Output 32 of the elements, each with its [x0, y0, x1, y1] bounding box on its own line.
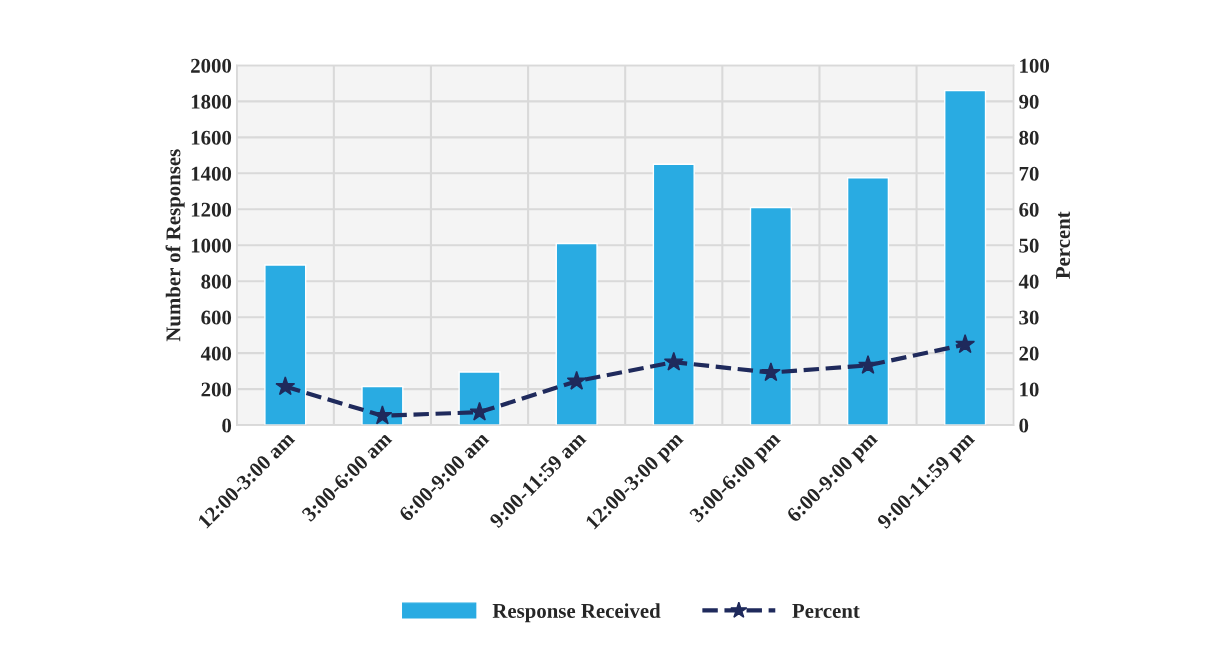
legend-label: Response Received — [492, 603, 661, 623]
y-tick-label: 1000 — [191, 238, 232, 253]
y-tick-label: 1200 — [191, 202, 232, 217]
y2-tick-label: 0 — [1019, 418, 1029, 433]
y2-tick-label: 100 — [1020, 58, 1050, 73]
point — [566, 370, 587, 390]
y2-tick-label: 90 — [1019, 94, 1039, 109]
y2-tick-label: 20 — [1019, 346, 1039, 361]
y-tick-label: 0 — [222, 418, 232, 433]
y2-tick-label: 40 — [1018, 274, 1039, 289]
y2-tick-label: 60 — [1019, 202, 1039, 217]
y2-tick-label: 30 — [1019, 310, 1039, 325]
y-tick-label: 2000 — [191, 58, 232, 73]
y-tick-label: 400 — [200, 346, 232, 361]
point — [955, 334, 976, 354]
point — [663, 351, 684, 371]
y-tick-label: 200 — [201, 382, 232, 397]
point — [858, 354, 878, 374]
y2-tick-label: 50 — [1019, 238, 1039, 253]
point — [760, 362, 781, 382]
y-tick-label: 800 — [201, 274, 232, 289]
y2-tick-label: 70 — [1019, 166, 1039, 181]
y-tick-label: 1800 — [191, 94, 232, 109]
y2-axis-title: Percent — [1056, 211, 1071, 279]
y-axis-title: Number of Responses — [165, 149, 185, 342]
y2-tick-label: 80 — [1019, 130, 1039, 145]
legend-label: Percent — [792, 604, 860, 618]
y-tick-label: 1600 — [191, 130, 232, 145]
point — [275, 376, 296, 396]
y2-tick-label: 10 — [1020, 382, 1039, 397]
y-tick-label: 1400 — [191, 166, 232, 181]
y-tick-label: 600 — [201, 310, 232, 325]
